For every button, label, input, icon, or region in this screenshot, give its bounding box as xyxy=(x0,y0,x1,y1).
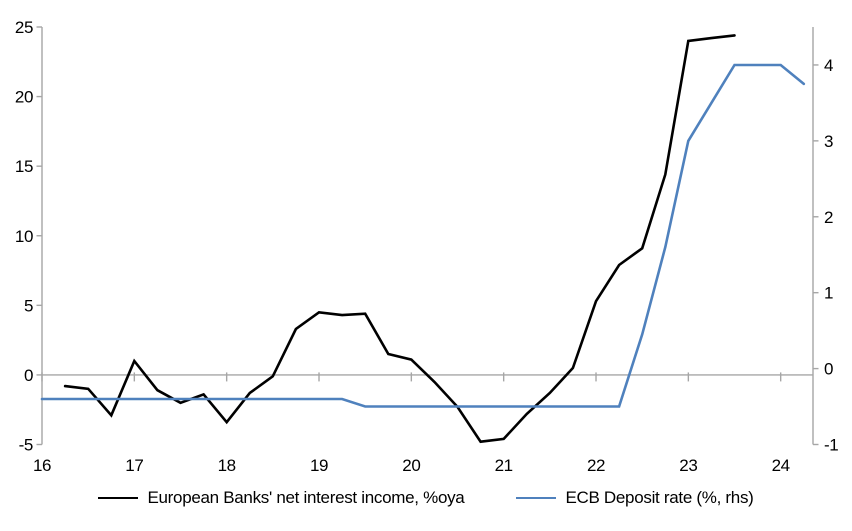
x-axis-tick-label: 19 xyxy=(310,456,328,475)
legend-item-nii: European Banks' net interest income, %oy… xyxy=(98,488,465,508)
left-axis-tick-label: -5 xyxy=(19,436,33,455)
left-axis-tick-label: 0 xyxy=(24,366,33,385)
right-axis-tick-label: 3 xyxy=(824,132,833,151)
x-axis-tick-label: 16 xyxy=(33,456,51,475)
x-axis-tick-label: 22 xyxy=(587,456,605,475)
right-axis-tick-label: 4 xyxy=(824,56,833,75)
legend: European Banks' net interest income, %oy… xyxy=(0,488,852,508)
right-axis-tick-label: -1 xyxy=(824,436,838,455)
left-axis-tick-label: 5 xyxy=(24,296,33,315)
x-axis-tick-label: 17 xyxy=(125,456,143,475)
legend-item-deposit-rate: ECB Deposit rate (%, rhs) xyxy=(516,488,754,508)
nii-line xyxy=(63,34,736,444)
x-axis-tick-label: 18 xyxy=(218,456,236,475)
deposit-rate-line-sample xyxy=(516,497,557,499)
left-axis-tick-label: 15 xyxy=(15,157,33,176)
left-axis-tick-label: 25 xyxy=(15,18,33,37)
x-axis-tick-label: 20 xyxy=(402,456,420,475)
x-axis-tick-label: 24 xyxy=(772,456,790,475)
left-axis-tick-label: 20 xyxy=(15,88,33,107)
x-axis-tick-label: 23 xyxy=(679,456,697,475)
right-axis-tick-label: 1 xyxy=(824,284,833,303)
left-axis-tick-label: 10 xyxy=(15,227,33,246)
deposit-rate-line xyxy=(40,63,806,408)
nii-legend-label: European Banks' net interest income, %oy… xyxy=(147,488,465,507)
nii-line-sample xyxy=(98,497,139,499)
right-axis-tick-label: 2 xyxy=(824,208,833,227)
x-axis-tick-label: 21 xyxy=(495,456,513,475)
right-axis-tick-label: 0 xyxy=(824,360,833,379)
deposit-rate-legend-label: ECB Deposit rate (%, rhs) xyxy=(565,488,754,507)
